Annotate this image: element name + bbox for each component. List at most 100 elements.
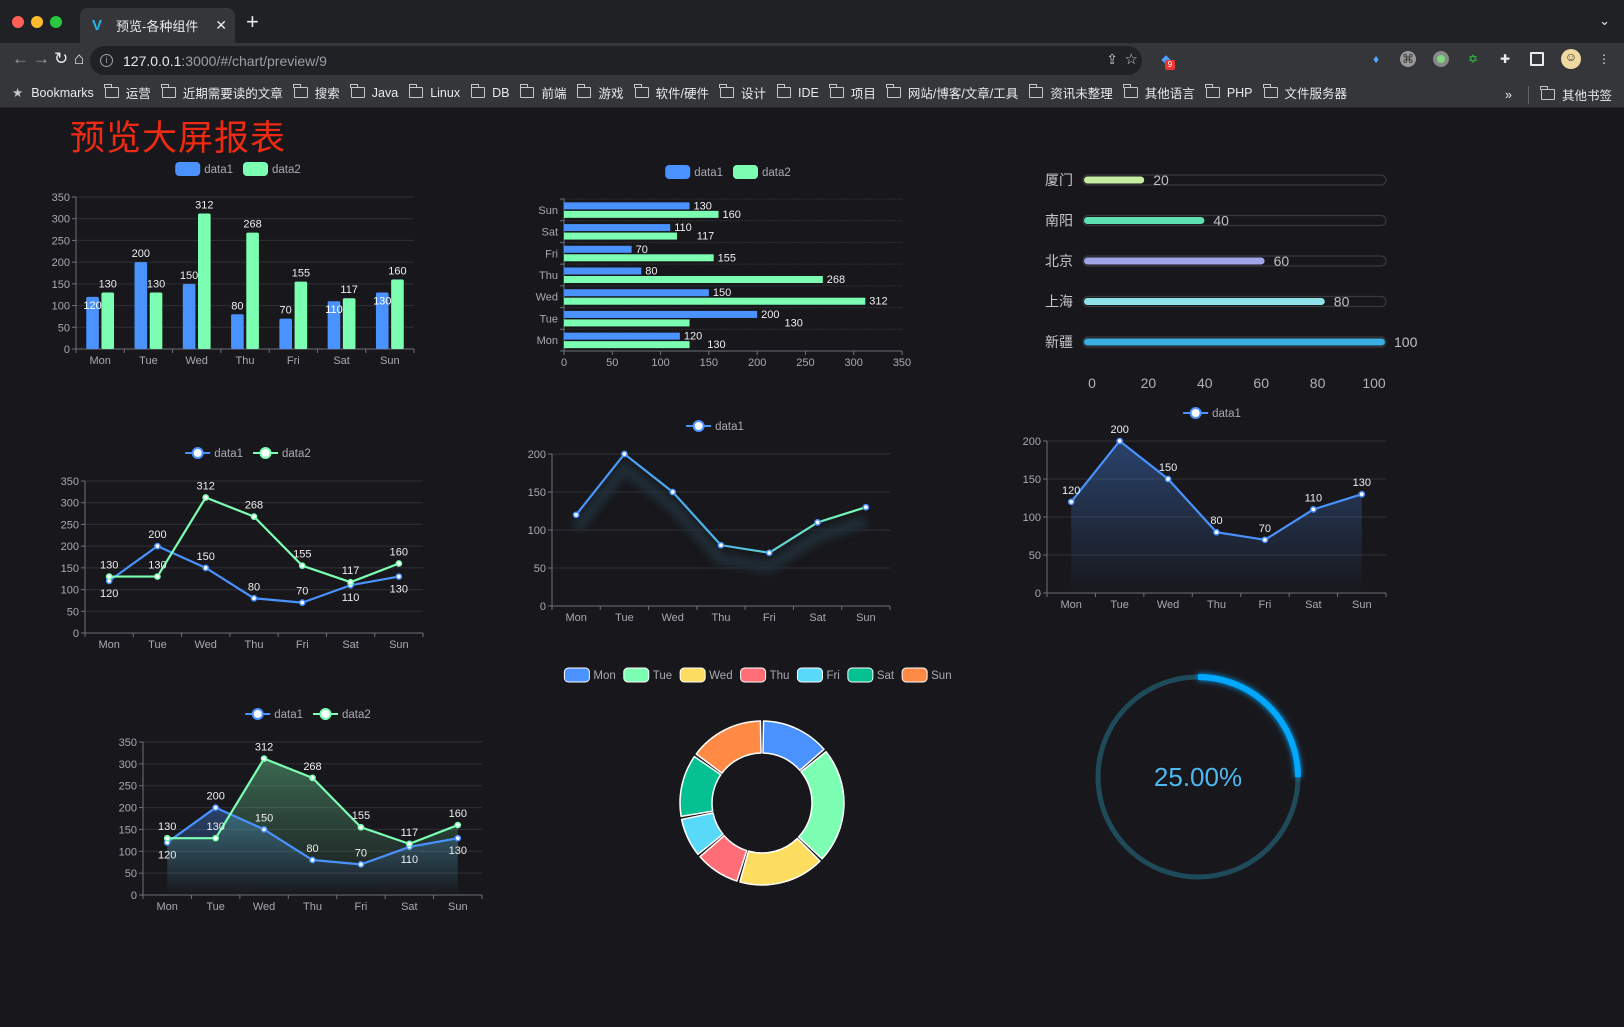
browser-tab[interactable]: V 预览-各种组件 ✕ <box>80 8 235 43</box>
folder-icon <box>576 84 592 98</box>
bookmarks-manager[interactable]: ★ Bookmarks <box>12 85 94 101</box>
legend-item-sat[interactable]: Sat <box>847 667 895 683</box>
point-value-label: 130 <box>148 560 166 572</box>
gem-extension-icon[interactable]: ♦ <box>1372 52 1380 66</box>
bookmark-label: 前端 <box>541 87 567 101</box>
legend-item-data2[interactable]: data2 <box>253 447 311 460</box>
point-value-label: 150 <box>197 551 215 563</box>
site-info-icon[interactable]: i <box>100 54 113 67</box>
bookmark-folder[interactable]: 设计 <box>719 83 766 102</box>
back-arrow-icon[interactable]: ← <box>12 49 29 68</box>
bookmark-label: IDE <box>798 85 819 100</box>
y-tick-label: 300 <box>52 214 70 226</box>
y-tick-label: 50 <box>67 606 79 618</box>
x-tick-label: Sun <box>380 355 400 367</box>
point-value-label: 130 <box>390 584 408 596</box>
folder-icon <box>886 84 901 98</box>
bookmark-folder[interactable]: Linux <box>408 83 460 102</box>
legend-item-fri[interactable]: Fri <box>796 667 840 683</box>
folder-icon <box>350 84 365 98</box>
bookmark-folder[interactable]: PHP <box>1205 83 1253 102</box>
folder-icon <box>1028 84 1044 98</box>
bookmark-folder[interactable]: Java <box>350 83 398 102</box>
bar-value-label: 130 <box>785 317 803 329</box>
y-tick-label: 100 <box>1023 512 1041 524</box>
bookmark-folder[interactable]: 文件服务器 <box>1263 83 1347 102</box>
address-bar[interactable]: i 127.0.0.1:3000/#/chart/preview/9 ⇪ ☆ <box>90 46 1142 75</box>
legend-item-data1[interactable]: data1 <box>686 420 744 433</box>
bookmark-folder[interactable]: 网站/博客/文章/工具 <box>886 83 1018 102</box>
bookmark-folder[interactable]: 运营 <box>104 83 151 102</box>
x-tick-label: Thu <box>245 639 264 651</box>
legend-item-data2[interactable]: data2 <box>243 162 301 176</box>
reload-icon[interactable]: ↻ <box>54 49 69 68</box>
y-tick-label: 150 <box>1023 474 1041 486</box>
legend-item-sun[interactable]: Sun <box>901 667 952 683</box>
bookmark-folder[interactable]: DB <box>470 83 509 102</box>
x-tick-label: 0 <box>561 357 567 369</box>
bookmark-folder[interactable]: 软件/硬件 <box>634 83 709 102</box>
bookmark-folder[interactable]: IDE <box>776 83 819 102</box>
x-tick-label: Sun <box>856 612 876 624</box>
legend-item-data1[interactable]: data1 <box>1183 407 1241 420</box>
x-tick-label: Thu <box>236 355 255 367</box>
puzzle-extensions-icon[interactable]: ✚ <box>1499 52 1511 66</box>
bookmark-folder[interactable]: 资讯未整理 <box>1028 83 1113 102</box>
y-tick-label: 300 <box>119 759 137 771</box>
folder-icon <box>776 84 791 98</box>
legend-item-wed[interactable]: Wed <box>679 667 733 683</box>
legend-item-thu[interactable]: Thu <box>740 667 790 683</box>
tab-search-chevron-icon[interactable]: ⌄ <box>1599 13 1610 28</box>
new-tab-button[interactable]: + <box>246 9 259 34</box>
bookmark-folder-other[interactable]: 其他书签 <box>1540 85 1612 104</box>
point-data2-tue <box>212 834 219 842</box>
command-extension-icon[interactable]: ⌘ <box>1400 51 1416 67</box>
bar-data2-fri <box>294 281 308 349</box>
close-window-button[interactable] <box>12 16 24 28</box>
point-value-label: 117 <box>342 565 360 577</box>
bookmark-folder[interactable]: 其他语言 <box>1123 83 1195 102</box>
x-tick-label: 100 <box>1362 375 1386 391</box>
legend-item-mon[interactable]: Mon <box>563 667 616 683</box>
bookmark-folder[interactable]: 项目 <box>829 83 876 102</box>
bookmarks-overflow-button[interactable]: » <box>1505 87 1512 102</box>
legend-item-data1[interactable]: data1 <box>185 447 243 460</box>
profile-avatar[interactable]: ☺ <box>1561 49 1581 69</box>
progress-track <box>1082 214 1387 227</box>
y-tick-label: 300 <box>61 498 79 510</box>
legend-label: Sun <box>931 670 951 682</box>
zoom-window-button[interactable] <box>50 16 62 28</box>
donut-slice-tue <box>797 751 845 860</box>
side-panel-icon[interactable] <box>1530 52 1544 66</box>
bookmark-folder[interactable]: 游戏 <box>576 83 624 102</box>
browser-menu-icon[interactable]: ⋮ <box>1598 52 1610 66</box>
bookmark-folder[interactable]: 前端 <box>519 83 567 102</box>
bookmark-folder[interactable]: 近期需要读的文章 <box>161 83 283 102</box>
minimize-window-button[interactable] <box>31 16 43 28</box>
star-extension-icon[interactable]: ✡ <box>1467 52 1479 66</box>
legend-swatch <box>740 667 767 683</box>
progress-value-label: 60 <box>1274 253 1290 269</box>
green-dot-extension-icon[interactable] <box>1433 51 1449 67</box>
bar-value-label: 80 <box>645 266 657 278</box>
row-label: 南阳 <box>1045 213 1073 229</box>
share-icon[interactable]: ⇪ <box>1106 51 1118 67</box>
legend-label: data1 <box>214 448 243 460</box>
legend-item-data1[interactable]: data1 <box>175 162 233 176</box>
legend-item-data2[interactable]: data2 <box>313 708 371 721</box>
tab-close-icon[interactable]: ✕ <box>215 17 227 33</box>
legend-item-data1[interactable]: data1 <box>665 165 723 179</box>
legend-swatch <box>243 162 268 176</box>
bookmark-folder[interactable]: 搜索 <box>293 83 340 102</box>
extension-icon[interactable]: ◆ 9 <box>1158 51 1175 70</box>
bar-value-label: 200 <box>132 248 150 260</box>
bar-data2-sun <box>564 210 719 218</box>
legend-item-data1[interactable]: data1 <box>245 708 303 721</box>
forward-arrow-icon[interactable]: → <box>33 49 50 68</box>
legend-item-tue[interactable]: Tue <box>623 667 672 683</box>
bookmark-label: 游戏 <box>598 87 624 101</box>
home-icon[interactable]: ⌂ <box>74 49 85 68</box>
legend-item-data2[interactable]: data2 <box>733 165 791 179</box>
bookmark-star-icon[interactable]: ☆ <box>1124 51 1138 68</box>
bar-data1-wed <box>182 283 196 349</box>
